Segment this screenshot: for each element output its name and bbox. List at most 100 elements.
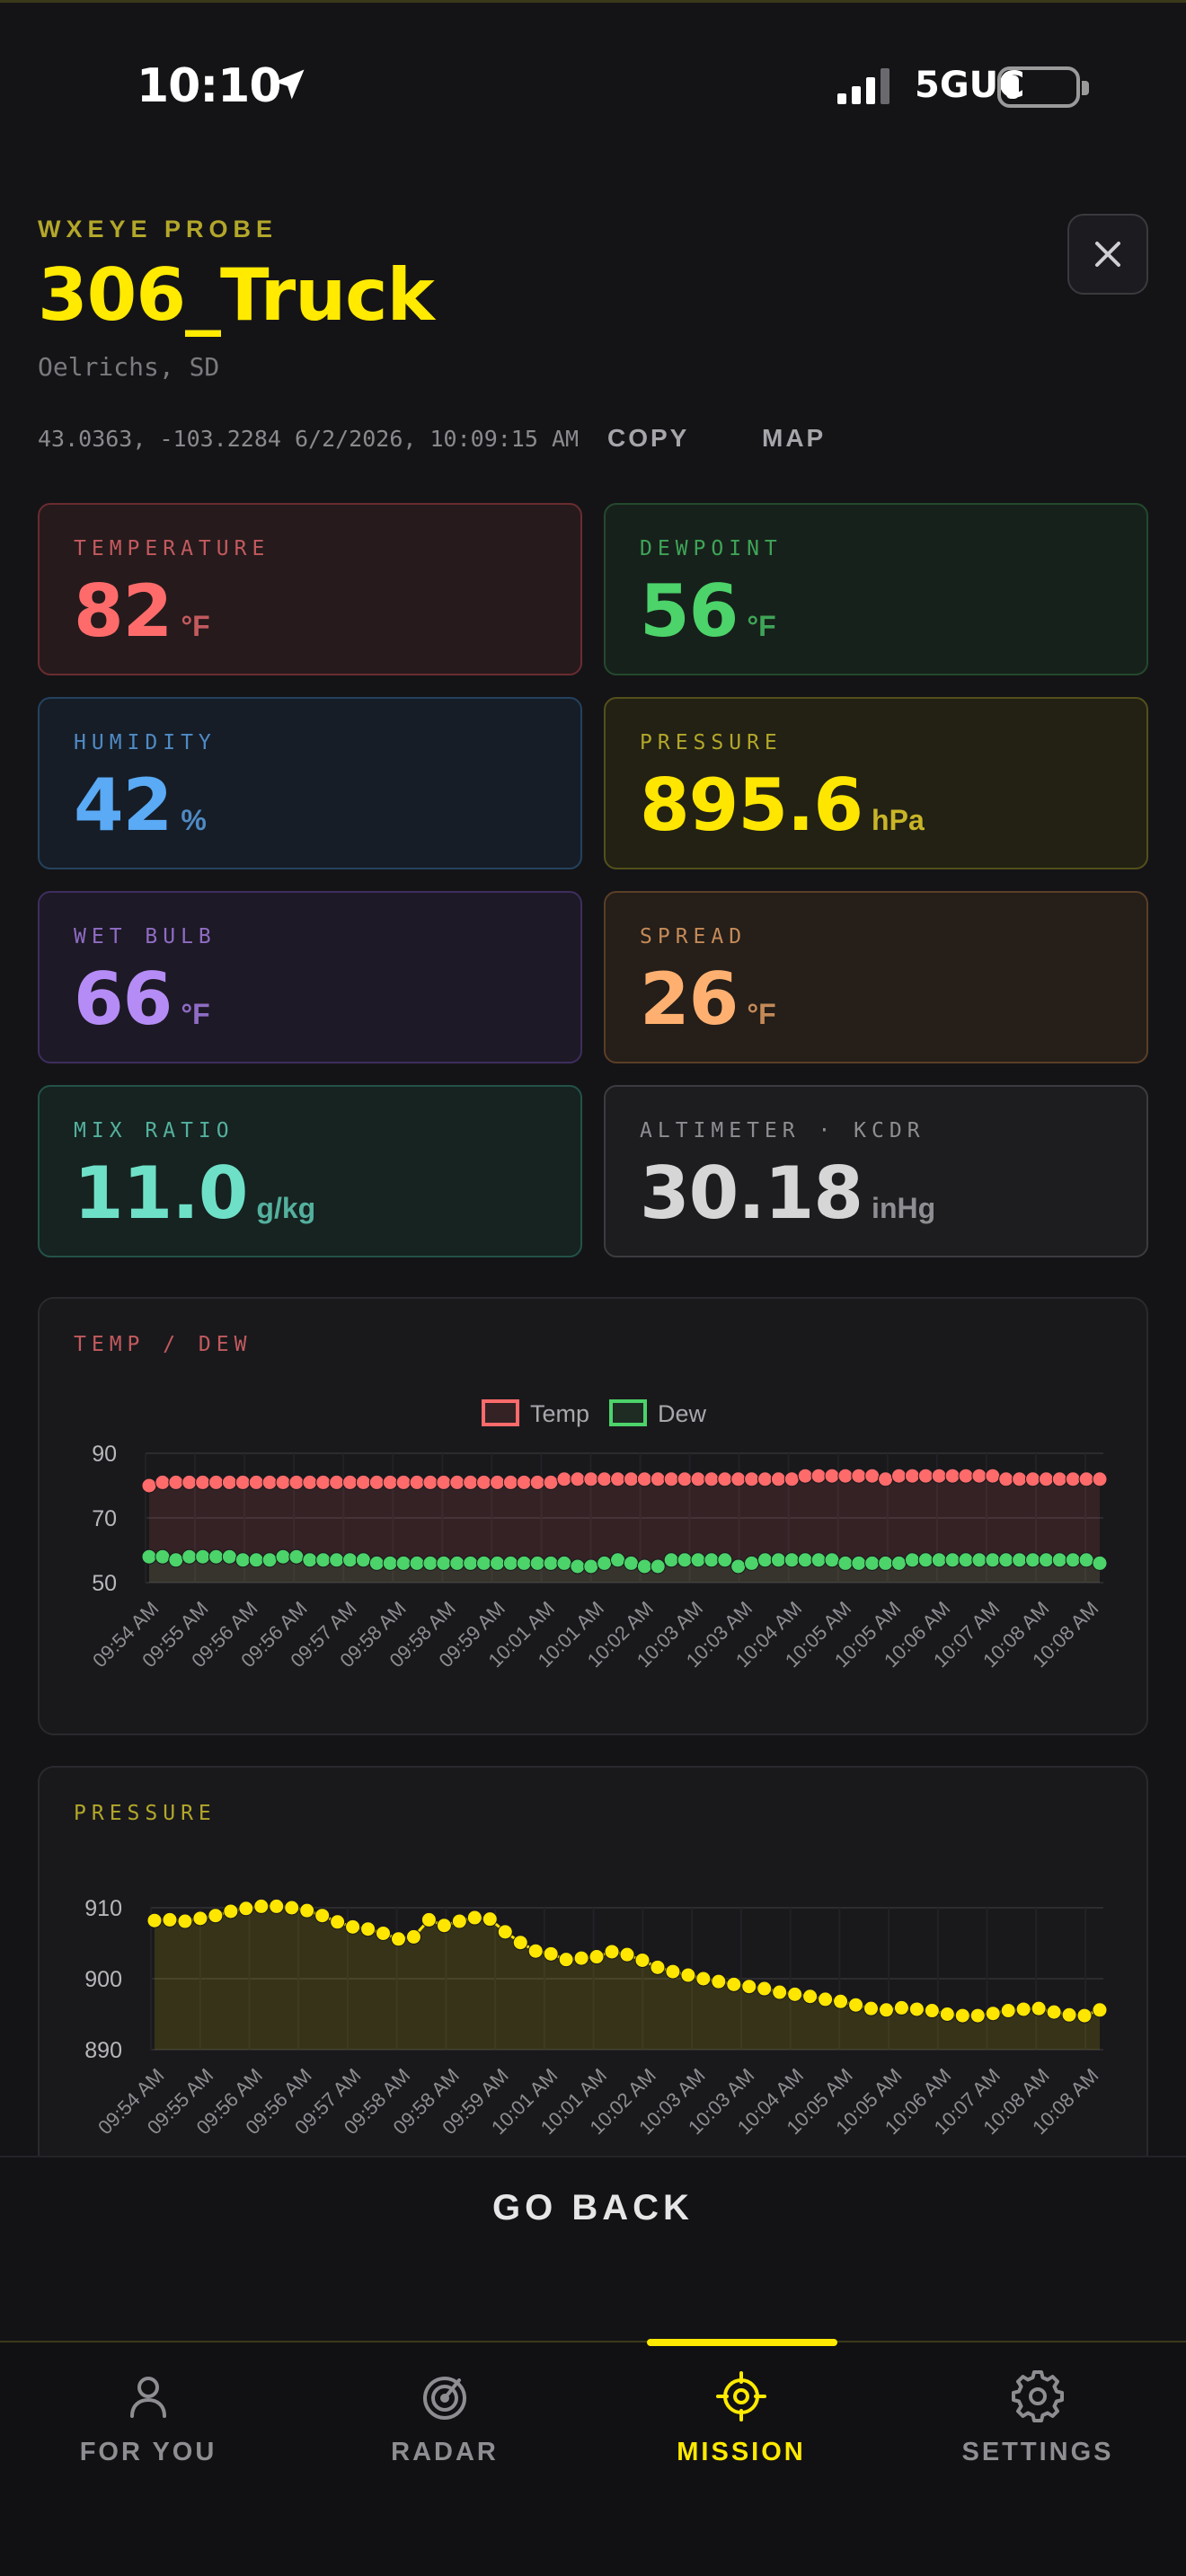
tab-mission[interactable]: MISSION: [593, 2342, 890, 2576]
stat-label: MIX RATIO: [74, 1119, 235, 1142]
tab-for-you[interactable]: FOR YOU: [0, 2342, 296, 2576]
data-point: [772, 1984, 788, 2000]
data-point: [395, 1555, 412, 1571]
data-point: [665, 1963, 681, 1980]
data-point: [284, 1900, 300, 1916]
data-point: [810, 1468, 827, 1484]
location-arrow-icon: [274, 69, 305, 100]
data-point: [833, 1993, 849, 2009]
data-point: [690, 1471, 706, 1487]
coords-timestamp: 43.0363, -103.2284 6/2/2026, 10:09:15 AM: [38, 426, 580, 452]
go-back-bar: [0, 2156, 1186, 2341]
legend-label: Temp: [530, 1400, 589, 1427]
data-point: [1038, 1471, 1054, 1487]
data-point: [954, 2007, 970, 2024]
data-point: [583, 1471, 599, 1487]
data-point: [235, 1552, 251, 1568]
data-point: [717, 1471, 733, 1487]
tab-radar[interactable]: RADAR: [296, 2342, 593, 2576]
tab-label: MISSION: [677, 2438, 806, 2466]
data-point: [155, 1548, 171, 1565]
data-point: [597, 1471, 613, 1487]
chart-title: TEMP / DEW: [74, 1333, 252, 1356]
data-point: [1051, 1552, 1067, 1568]
data-point: [797, 1468, 813, 1484]
data-point: [971, 1468, 987, 1484]
data-point: [261, 1474, 278, 1490]
data-point: [155, 1474, 171, 1490]
data-point: [634, 1952, 651, 1968]
data-point: [208, 1548, 225, 1565]
data-point: [527, 1943, 544, 1959]
stat-label: DEWPOINT: [640, 537, 783, 560]
data-point: [395, 1474, 412, 1490]
data-point: [589, 1949, 605, 1965]
stat-label: PRESSURE: [640, 731, 783, 754]
go-back-button[interactable]: GO BACK: [492, 2188, 694, 2228]
status-bar: 10:10 5GUC: [0, 54, 1186, 117]
data-point: [570, 1471, 586, 1487]
series-area: [155, 1906, 1100, 2050]
data-point: [436, 1555, 452, 1571]
data-point: [168, 1552, 184, 1568]
data-point: [726, 1976, 742, 1992]
data-point: [329, 1474, 345, 1490]
data-point: [939, 2007, 955, 2022]
data-point: [543, 1945, 559, 1962]
data-point: [314, 1908, 331, 1924]
crosshair-icon: [716, 2371, 766, 2422]
data-point: [223, 1903, 239, 1919]
data-point: [556, 1471, 572, 1487]
data-point: [543, 1555, 559, 1571]
data-point: [623, 1471, 639, 1487]
map-button[interactable]: MAP: [762, 424, 827, 452]
data-point: [757, 1552, 773, 1568]
stat-value: 82 °F: [74, 569, 210, 653]
data-point: [502, 1474, 518, 1490]
data-point: [851, 1468, 867, 1484]
stat-label: ALTIMETER · KCDR: [640, 1119, 925, 1142]
tab-settings[interactable]: SETTINGS: [890, 2342, 1186, 2576]
data-point: [476, 1555, 492, 1571]
data-point: [1051, 1471, 1067, 1487]
data-point: [315, 1474, 332, 1490]
data-point: [543, 1474, 559, 1490]
data-point: [824, 1468, 840, 1484]
data-point: [288, 1548, 305, 1565]
data-point: [878, 1471, 894, 1487]
gear-icon: [1012, 2370, 1064, 2422]
data-point: [797, 1552, 813, 1568]
stat-label: SPREAD: [640, 925, 748, 948]
data-point: [449, 1555, 465, 1571]
data-point: [680, 1967, 696, 1983]
data-point: [597, 1555, 613, 1571]
data-point: [141, 1548, 157, 1565]
data-point: [757, 1471, 773, 1487]
data-point: [711, 1973, 727, 1989]
stat-value: 11.0 g/kg: [74, 1151, 316, 1235]
close-button[interactable]: [1067, 214, 1148, 295]
data-point: [824, 1552, 840, 1568]
data-point: [904, 1468, 920, 1484]
data-point: [1024, 1552, 1040, 1568]
data-point: [818, 1991, 834, 2007]
data-point: [787, 1986, 803, 2002]
data-point: [489, 1474, 505, 1490]
data-point: [730, 1471, 747, 1487]
data-point: [476, 1474, 492, 1490]
series-area: [149, 1557, 1100, 1583]
probe-title: 306_Truck: [38, 253, 435, 337]
data-point: [704, 1552, 720, 1568]
data-point: [422, 1555, 438, 1571]
data-point: [1046, 2004, 1062, 2020]
stat-value: 26 °F: [640, 957, 776, 1041]
copy-button[interactable]: COPY: [607, 424, 690, 452]
data-point: [261, 1552, 278, 1568]
data-point: [382, 1474, 398, 1490]
data-point: [604, 1944, 620, 1960]
data-point: [302, 1474, 318, 1490]
data-point: [770, 1552, 786, 1568]
data-point: [757, 1981, 773, 1997]
data-point: [342, 1474, 358, 1490]
stat-value: 42%: [74, 763, 207, 847]
